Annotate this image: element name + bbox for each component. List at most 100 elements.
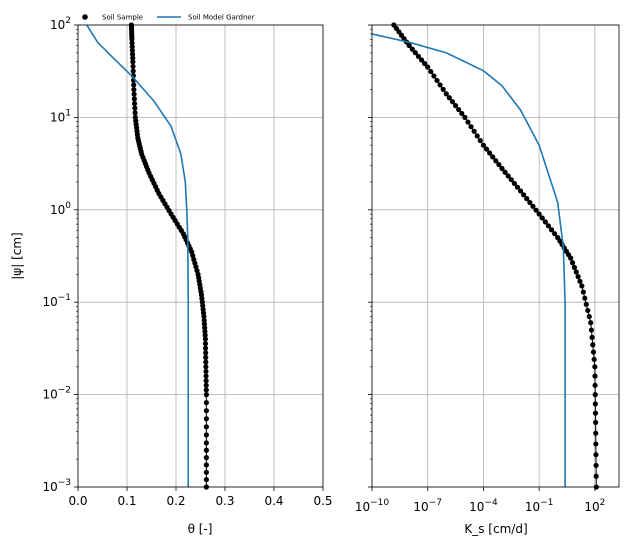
data-point-soil-sample <box>591 356 597 363</box>
data-point-soil-sample <box>130 59 136 65</box>
data-point-soil-sample <box>406 42 412 49</box>
data-point-soil-sample <box>580 289 586 295</box>
data-point-soil-sample <box>533 207 539 213</box>
data-point-soil-sample <box>582 295 588 301</box>
right-x-tick-label: 10−10 <box>355 498 390 514</box>
data-point-soil-sample <box>203 432 209 438</box>
data-point-soil-sample <box>536 211 542 217</box>
data-point-soil-sample <box>592 392 598 398</box>
data-point-soil-sample <box>593 430 599 436</box>
data-point-soil-sample <box>573 269 579 275</box>
data-point-soil-sample <box>527 199 533 206</box>
data-point-soil-sample <box>568 255 574 261</box>
left-x-tick-label: 0.4 <box>264 494 283 508</box>
data-point-soil-sample <box>539 215 545 221</box>
left-x-tick-label: 0.5 <box>313 494 332 508</box>
data-point-soil-sample <box>449 99 456 105</box>
data-point-soil-sample <box>201 321 208 327</box>
data-point-soil-sample <box>456 106 462 113</box>
data-point-soil-sample <box>524 196 530 202</box>
data-point-soil-sample <box>131 100 138 107</box>
right-x-tick-label: 10−4 <box>469 498 498 514</box>
legend: Soil Sample Soil Model Gardner <box>82 14 255 22</box>
data-point-soil-sample <box>440 86 446 92</box>
data-point-soil-sample <box>203 477 209 483</box>
data-point-soil-sample <box>129 40 135 46</box>
data-point-soil-sample <box>577 278 583 284</box>
legend-label-soil-model: Soil Model Gardner <box>188 14 255 22</box>
left-x-tick-label: 0.1 <box>117 494 136 508</box>
data-point-soil-sample <box>487 150 493 156</box>
data-point-soil-sample <box>593 473 599 479</box>
data-point-soil-sample <box>593 441 599 447</box>
data-point-soil-sample <box>132 114 138 120</box>
data-point-soil-sample <box>202 336 208 342</box>
data-point-soil-sample <box>203 373 209 379</box>
data-point-soil-sample <box>569 260 576 266</box>
data-point-soil-sample <box>542 219 548 225</box>
left-x-tick-label: 0.0 <box>68 494 87 508</box>
data-point-soil-sample <box>129 51 136 57</box>
data-point-soil-sample <box>203 400 209 406</box>
data-point-soil-sample <box>203 469 209 475</box>
data-point-soil-sample <box>530 203 536 209</box>
data-point-soil-sample <box>409 46 415 52</box>
data-point-soil-sample <box>203 368 209 375</box>
data-point-soil-sample <box>202 332 208 338</box>
data-point-soil-sample <box>431 73 437 79</box>
data-point-soil-sample <box>132 105 138 111</box>
data-point-soil-sample <box>203 447 209 453</box>
data-point-soil-sample <box>588 320 594 326</box>
data-point-soil-sample <box>203 408 209 414</box>
data-point-soil-sample <box>496 162 502 168</box>
left-x-tick-label: 0.3 <box>215 494 234 508</box>
right-grid <box>371 24 619 488</box>
left-x-tick-label: 0.2 <box>166 494 185 508</box>
data-point-soil-sample <box>418 57 425 63</box>
data-point-soil-sample <box>203 350 209 356</box>
left-series <box>86 22 209 490</box>
data-point-soil-sample <box>202 325 208 331</box>
data-point-soil-sample <box>203 364 209 370</box>
left-y-tick-label: 102 <box>50 16 71 32</box>
data-point-soil-sample <box>589 334 595 340</box>
data-point-soil-sample <box>493 158 499 164</box>
data-point-soil-sample <box>443 91 449 97</box>
data-point-soil-sample <box>593 452 599 458</box>
left-y-tick-label: 10−3 <box>42 478 71 494</box>
left-y-axis-label: |ψ| [cm] <box>10 232 24 279</box>
data-point-soil-sample <box>490 154 496 160</box>
data-point-soil-sample <box>422 60 428 67</box>
data-point-soil-sample <box>203 416 209 422</box>
left-panel: 0.0 0.1 0.2 0.3 0.4 0.510−310−210−1100101102 … <box>10 16 333 536</box>
data-point-soil-sample <box>465 119 471 125</box>
data-point-soil-sample <box>412 50 418 56</box>
data-point-soil-sample <box>585 307 591 314</box>
data-point-soil-sample <box>480 142 487 148</box>
data-point-soil-sample <box>471 128 477 134</box>
data-point-soil-sample <box>593 462 599 469</box>
data-point-soil-sample <box>203 378 209 384</box>
data-point-soil-sample <box>592 382 598 388</box>
data-point-soil-sample <box>132 110 138 116</box>
data-point-soil-sample <box>428 68 434 75</box>
data-point-soil-sample <box>129 47 135 54</box>
left-plot-frame <box>77 24 324 488</box>
data-point-soil-sample <box>203 354 209 361</box>
data-point-soil-sample <box>203 382 209 388</box>
data-point-soil-sample <box>203 462 209 468</box>
data-point-soil-sample <box>583 301 589 307</box>
data-point-soil-sample <box>517 188 524 194</box>
data-point-soil-sample <box>202 328 208 335</box>
data-point-soil-sample <box>415 53 422 59</box>
data-point-soil-sample <box>203 392 209 398</box>
data-point-soil-sample <box>579 283 585 289</box>
right-x-axis-label: K_s [cm/d] <box>464 522 527 536</box>
data-point-soil-sample <box>129 44 135 50</box>
series-line-soil-model-gardner <box>371 33 566 487</box>
data-point-soil-sample <box>130 55 136 61</box>
data-point-soil-sample <box>521 192 527 198</box>
data-point-soil-sample <box>202 341 209 347</box>
data-point-soil-sample <box>548 227 555 233</box>
data-point-soil-sample <box>468 124 474 130</box>
